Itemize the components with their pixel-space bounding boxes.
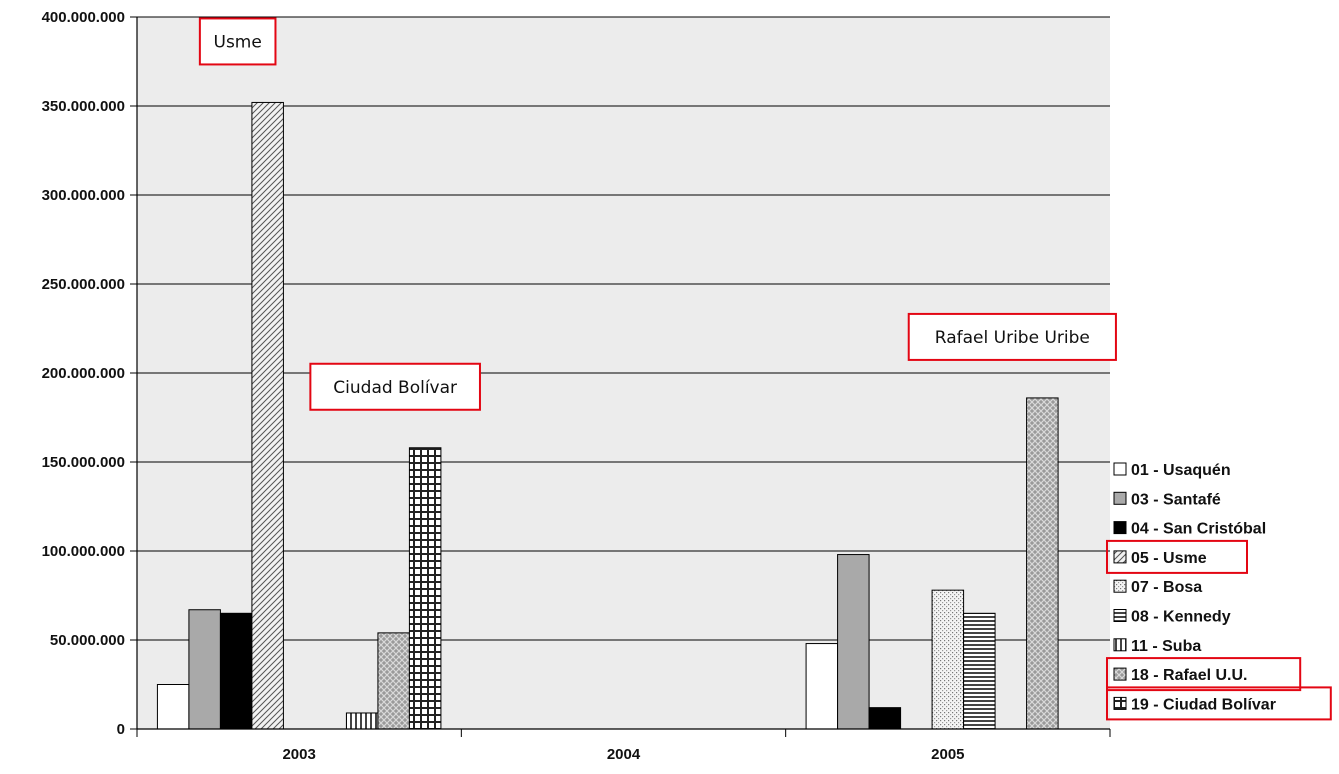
legend-label: 03 - Santafé [1131,491,1221,508]
bar-01-2005 [805,643,839,730]
legend-swatch [1113,638,1127,652]
bar-19-2003 [408,447,442,730]
bar-04-2005 [868,707,902,730]
legend-label: 18 - Rafael U.U. [1131,667,1247,684]
y-tick-label: 50.000.000 [50,632,125,649]
legend-highlight-box [1106,539,1248,574]
y-tick-label: 400.000.000 [42,9,125,26]
callout-box [198,17,277,66]
x-tick-label: 2004 [607,746,641,763]
callout-box [907,312,1117,361]
gridlines [137,16,1110,641]
legend: 01 - Usaquén 03 - Santafé 04 - San Cristób… [1106,462,1332,721]
bar-05-2003 [251,101,284,730]
y-tick-label: 0 [117,721,125,738]
y-tick-label: 300.000.000 [42,187,125,204]
axes: 0 50.000.000 100.000.000 150.000.000 200.000… [42,9,1111,763]
legend-swatch [1113,696,1127,710]
legend-label: 05 - Usme [1131,550,1207,567]
legend-label: 08 - Kennedy [1131,609,1231,626]
legend-highlight-box [1106,657,1302,692]
legend-highlight-box [1106,686,1332,721]
bars [156,101,1059,730]
bar-18-2003 [377,632,410,730]
x-tick-label: 2003 [282,746,315,763]
legend-swatch [1113,667,1127,681]
callout-label: Ciudad Bolívar [333,378,457,398]
legend-label: 07 - Bosa [1131,579,1202,596]
legend-swatch [1113,462,1127,476]
bar-07-2005 [931,589,965,730]
legend-swatch [1113,609,1127,622]
y-tick-label: 350.000.000 [42,98,125,115]
bar-08-2005 [963,612,996,730]
callout-label: Rafael Uribe Uribe [935,328,1090,348]
legend-swatch [1113,550,1127,564]
legend-swatch [1113,491,1127,505]
bar-11-2003 [345,712,379,730]
legend-swatch [1113,579,1127,593]
legend-label: 19 - Ciudad Bolívar [1131,696,1276,713]
bar-03-2003 [188,609,221,730]
y-tick-label: 100.000.000 [42,543,125,560]
callout-label: Usme [214,32,262,52]
bar-18-2005 [1026,397,1059,730]
legend-label: 04 - San Cristóbal [1131,521,1266,538]
x-tick-label: 2005 [931,746,964,763]
bar-01-2003 [156,684,190,730]
y-tick-label: 200.000.000 [42,365,125,382]
legend-label: 11 - Suba [1131,638,1201,655]
bar-03-2005 [837,554,870,730]
legend-swatch [1113,521,1127,535]
annotations: Usme Ciudad Bolívar Rafael Uribe Uribe [198,17,1117,411]
callout-box [309,362,481,411]
y-tick-label: 250.000.000 [42,276,125,293]
y-tick-label: 150.000.000 [42,454,125,471]
legend-label: 01 - Usaquén [1131,462,1231,479]
bar-04-2003 [219,612,253,730]
